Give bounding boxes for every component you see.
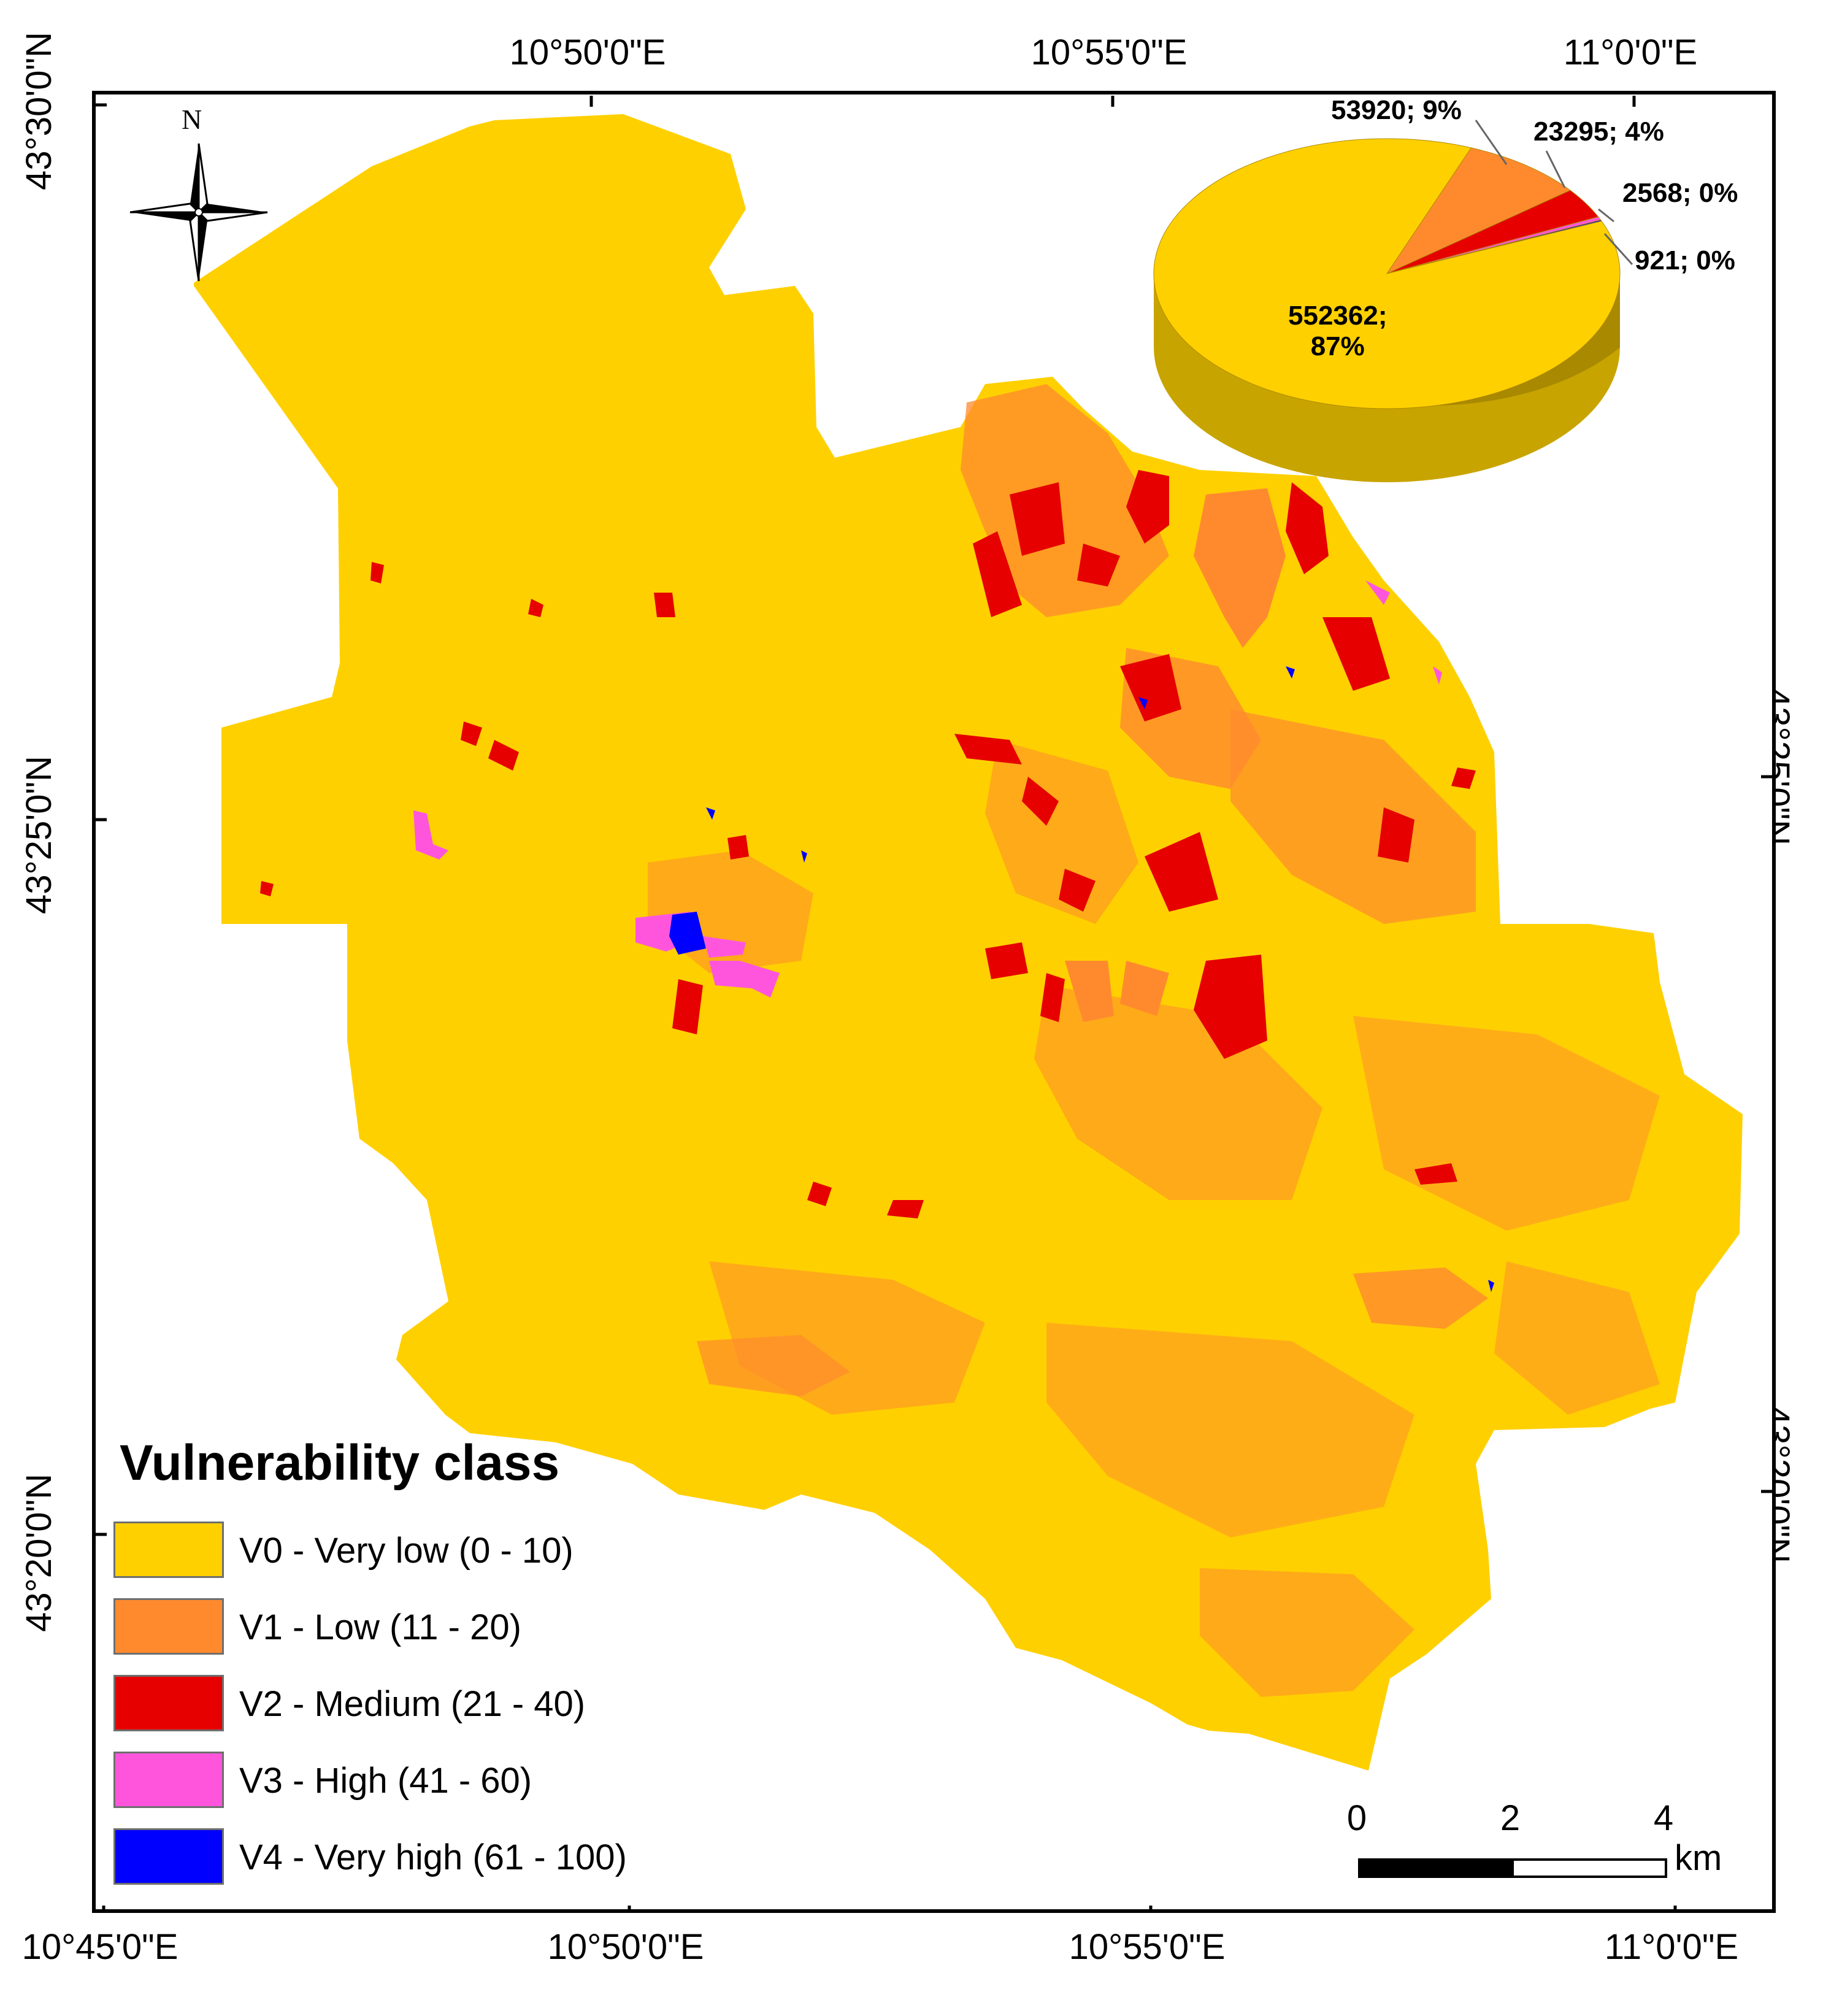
graticule-bottom-label: 11°0'0"E [1604, 1927, 1739, 1967]
north-arrow-compass-icon [129, 143, 268, 282]
pie-side [1154, 274, 1620, 482]
graticule-bottom-label: 10°55'0"E [1069, 1927, 1226, 1967]
pie-leader-lines [1475, 120, 1633, 266]
north-arrow-label: N [182, 104, 202, 135]
graticule-left-label: 43°30'0"N [19, 31, 59, 190]
pie-label-v4: 921; 0% [1635, 245, 1735, 275]
graticule-bottom-label: 10°50'0"E [547, 1927, 704, 1967]
legend-title: Vulnerability class [120, 1435, 560, 1491]
scale-bar [1358, 1858, 1667, 1878]
pie-label-v1: 53920; 9% [1331, 95, 1462, 125]
graticule-left-label: 43°20'0"N [19, 1473, 59, 1632]
legend-swatch [113, 1752, 224, 1808]
legend-swatch [113, 1522, 224, 1578]
graticule-top-label: 11°0'0"E [1563, 33, 1698, 72]
map-canvas[interactable] [96, 94, 1772, 1909]
study-area-v0-very-low [194, 114, 1743, 1771]
pie-side-shade [1414, 274, 1620, 406]
scale-label: 4 [1653, 1798, 1674, 1838]
legend-swatch [113, 1598, 224, 1655]
pie-label-v3: 2568; 0% [1622, 178, 1738, 208]
scale-label: 2 [1500, 1798, 1521, 1838]
graticule-top-label: 10°50'0"E [509, 33, 666, 72]
legend-label: V2 - Medium (21 - 40) [239, 1684, 586, 1724]
legend-label: V4 - Very high (61 - 100) [239, 1837, 627, 1877]
pie-chart [1153, 138, 1621, 482]
legend-swatch [113, 1675, 224, 1731]
legend-label: V0 - Very low (0 - 10) [239, 1531, 574, 1571]
legend-label: V1 - Low (11 - 20) [239, 1607, 521, 1647]
pie-label-v2: 23295; 4% [1533, 117, 1664, 147]
v4-very-high-patches [669, 666, 1494, 1292]
legend-swatch [113, 1828, 224, 1885]
map-frame [92, 91, 1776, 1913]
pie-label-v0: 552362; 87% [1288, 301, 1387, 361]
graticule-ticks [96, 96, 1772, 1909]
graticule-left-label: 43°25'0"N [19, 755, 59, 914]
v2-medium-patches [260, 470, 1476, 1218]
graticule-bottom-label: 10°45'0"E [21, 1927, 178, 1967]
legend-label: V3 - High (41 - 60) [239, 1761, 532, 1801]
pie-slice-0 [1153, 138, 1621, 409]
scale-unit: km [1675, 1838, 1722, 1878]
scale-label: 0 [1346, 1798, 1367, 1838]
graticule-top-label: 10°55'0"E [1030, 33, 1188, 72]
